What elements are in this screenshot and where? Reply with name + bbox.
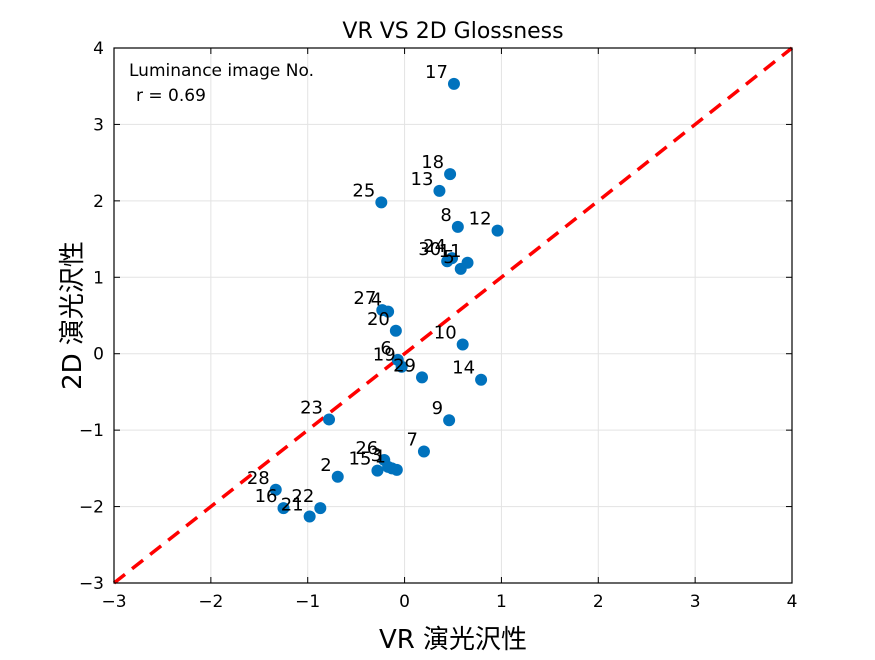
data-point-13 bbox=[433, 184, 446, 197]
point-label-5: 5 bbox=[443, 247, 454, 268]
point-label-12: 12 bbox=[469, 209, 492, 230]
x-tick-label: −1 bbox=[295, 592, 320, 612]
y-tick-label: 4 bbox=[93, 39, 104, 59]
x-axis-title: VR 演光沢性 bbox=[379, 625, 527, 655]
reference-line-y-equals-x bbox=[112, 46, 794, 585]
points-layer bbox=[269, 77, 504, 523]
data-point-8 bbox=[451, 220, 464, 233]
y-tick-label: 3 bbox=[93, 115, 104, 135]
point-label-15: 15 bbox=[349, 449, 372, 470]
data-point-18 bbox=[444, 168, 457, 181]
data-point-28 bbox=[269, 483, 282, 496]
point-label-10: 10 bbox=[434, 323, 457, 344]
reference-line-layer bbox=[112, 46, 794, 585]
point-label-20: 20 bbox=[367, 309, 390, 330]
x-tick-label: 0 bbox=[399, 592, 410, 612]
point-label-24: 24 bbox=[423, 236, 446, 257]
point-label-18: 18 bbox=[421, 152, 444, 173]
data-point-15 bbox=[371, 464, 384, 477]
data-point-2 bbox=[331, 470, 344, 483]
data-point-20 bbox=[389, 324, 402, 337]
point-label-16: 16 bbox=[255, 486, 278, 507]
point-label-28: 28 bbox=[247, 468, 270, 489]
point-label-25: 25 bbox=[352, 180, 375, 201]
point-label-3: 3 bbox=[371, 445, 382, 466]
data-point-16 bbox=[277, 502, 290, 515]
data-point-10 bbox=[456, 338, 469, 351]
y-axis-title: 2D 演光沢性 bbox=[58, 241, 88, 390]
point-label-6: 6 bbox=[380, 338, 391, 359]
point-label-17: 17 bbox=[425, 62, 448, 83]
annotation-luminance: Luminance image No. bbox=[129, 61, 314, 81]
data-point-22 bbox=[314, 502, 327, 515]
y-tick-label: 0 bbox=[93, 345, 104, 365]
data-point-9 bbox=[443, 414, 456, 427]
point-label-21: 21 bbox=[281, 495, 304, 516]
point-label-14: 14 bbox=[452, 358, 475, 379]
x-tick-label: −2 bbox=[198, 592, 223, 612]
x-tick-label: 2 bbox=[593, 592, 604, 612]
point-label-7: 7 bbox=[406, 430, 417, 451]
x-tick-label: 1 bbox=[496, 592, 507, 612]
point-label-22: 22 bbox=[291, 486, 314, 507]
x-tick-label: −3 bbox=[101, 592, 126, 612]
point-label-19: 19 bbox=[373, 345, 396, 366]
data-point-12 bbox=[491, 224, 504, 237]
point-label-13: 13 bbox=[411, 169, 434, 190]
point-label-11: 11 bbox=[439, 241, 462, 262]
y-tick-label: −3 bbox=[79, 574, 104, 594]
point-label-4: 4 bbox=[371, 290, 382, 311]
point-label-26: 26 bbox=[355, 438, 378, 459]
chart-title: VR VS 2D Glossness bbox=[342, 19, 563, 44]
data-point-21 bbox=[303, 510, 316, 523]
data-point-7 bbox=[417, 445, 430, 458]
y-tick-label: 1 bbox=[93, 268, 104, 288]
point-label-29: 29 bbox=[393, 355, 416, 376]
data-point-4 bbox=[382, 305, 395, 318]
data-point-19 bbox=[395, 360, 408, 373]
y-tick-label: 2 bbox=[93, 192, 104, 212]
point-label-8: 8 bbox=[440, 205, 451, 226]
data-point-11 bbox=[461, 256, 474, 269]
data-point-29 bbox=[416, 371, 429, 384]
plot-area-frame bbox=[113, 47, 793, 584]
x-tick-label: 4 bbox=[787, 592, 798, 612]
x-tick-label: 3 bbox=[690, 592, 701, 612]
data-point-23 bbox=[323, 413, 336, 426]
point-label-1: 1 bbox=[375, 446, 386, 467]
y-tick-label: −2 bbox=[79, 498, 104, 518]
annotation-correlation: r = 0.69 bbox=[136, 86, 206, 106]
y-tick-label: −1 bbox=[79, 421, 104, 441]
point-label-2: 2 bbox=[320, 455, 331, 476]
data-point-17 bbox=[447, 77, 460, 90]
data-point bbox=[390, 463, 403, 476]
data-point-24 bbox=[446, 252, 459, 265]
grid bbox=[114, 48, 792, 583]
point-label-9: 9 bbox=[432, 398, 443, 419]
data-point-25 bbox=[375, 196, 388, 209]
point-label-27: 27 bbox=[353, 288, 376, 309]
point-label-23: 23 bbox=[300, 397, 323, 418]
data-point-14 bbox=[475, 373, 488, 386]
point-label-30: 30 bbox=[418, 239, 441, 260]
